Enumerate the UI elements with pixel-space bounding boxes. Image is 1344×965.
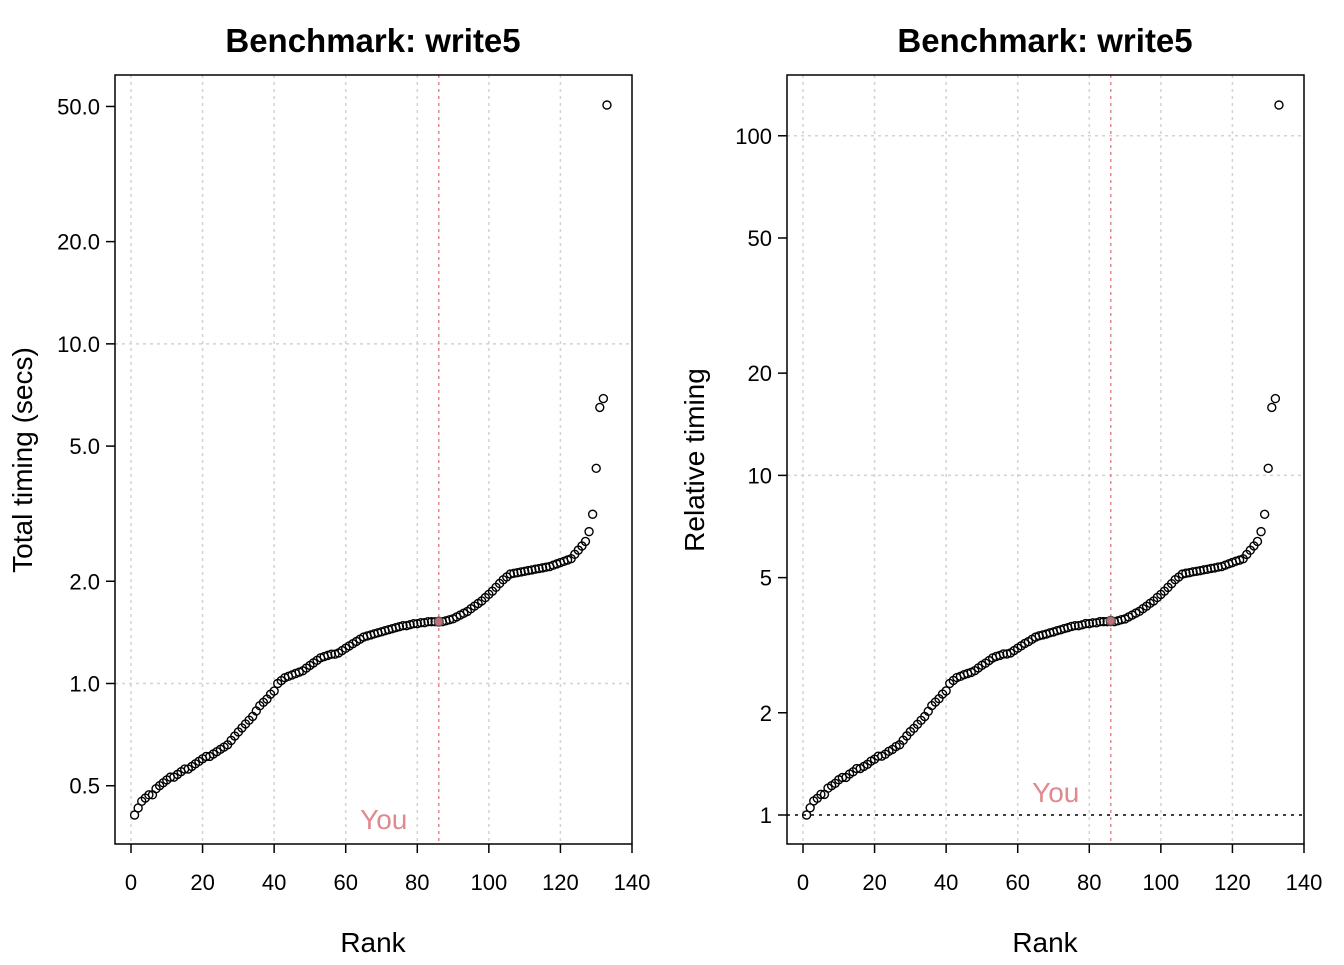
y-tick-label: 1.0 xyxy=(69,671,100,696)
data-point xyxy=(423,617,433,627)
chart-title: Benchmark: write5 xyxy=(225,22,520,59)
data-points xyxy=(801,100,1284,820)
chart-panel-total-timing: Benchmark: write5 0 20 40 60 80 100 120 140 0.5… xyxy=(7,22,650,958)
data-points xyxy=(129,100,612,820)
data-point xyxy=(1256,526,1266,537)
x-tick-label: 0 xyxy=(125,870,137,895)
plot-frame xyxy=(114,74,633,845)
data-point xyxy=(1274,100,1284,110)
you-data-point xyxy=(1105,615,1116,627)
y-tick-label: 20 xyxy=(748,361,772,386)
x-axis-label: Rank xyxy=(1012,927,1078,958)
y-axis-label: Relative timing xyxy=(679,368,710,552)
x-tick-label: 140 xyxy=(1286,870,1323,895)
data-point xyxy=(1070,620,1080,631)
x-tick-label: 120 xyxy=(542,870,579,895)
y-tick-label: 20.0 xyxy=(57,230,100,255)
data-point xyxy=(1088,618,1098,628)
y-tick-label: 2.0 xyxy=(69,569,100,594)
y-tick-label: 100 xyxy=(735,124,772,149)
x-tick-label: 60 xyxy=(333,870,357,895)
y-tick-label: 10.0 xyxy=(57,332,100,357)
x-tick-label: 120 xyxy=(1214,870,1251,895)
data-point xyxy=(1095,616,1105,627)
grid-lines xyxy=(787,75,1304,844)
x-tick-label: 40 xyxy=(262,870,286,895)
data-point xyxy=(1263,463,1273,474)
y-tick-label: 5.0 xyxy=(69,434,100,459)
data-point xyxy=(326,649,337,659)
x-axis-ticks: 0 20 40 60 80 100 120 140 xyxy=(797,844,1322,895)
data-point xyxy=(1270,393,1281,404)
x-axis-ticks: 0 20 40 60 80 100 120 140 xyxy=(125,844,650,895)
data-point xyxy=(584,526,594,537)
y-tick-label: 50.0 xyxy=(57,94,100,119)
data-point xyxy=(1081,618,1091,629)
data-point xyxy=(398,620,408,631)
data-point xyxy=(941,686,951,696)
x-tick-label: 40 xyxy=(934,870,958,895)
data-point xyxy=(998,649,1009,659)
plot-frame xyxy=(786,74,1305,845)
x-tick-label: 60 xyxy=(1005,870,1029,895)
data-point xyxy=(1267,402,1277,413)
y-tick-label: 1 xyxy=(760,803,772,828)
data-point xyxy=(816,789,826,800)
x-tick-label: 20 xyxy=(862,870,886,895)
data-point xyxy=(801,810,812,820)
x-tick-label: 100 xyxy=(470,870,507,895)
data-point xyxy=(144,790,154,800)
data-point xyxy=(580,536,591,547)
data-point xyxy=(1252,536,1263,547)
y-tick-label: 10 xyxy=(748,463,772,488)
x-tick-label: 100 xyxy=(1142,870,1179,895)
data-point xyxy=(587,509,598,519)
data-point xyxy=(1259,509,1270,520)
x-tick-label: 140 xyxy=(614,870,651,895)
data-point xyxy=(598,393,609,404)
x-axis-label: Rank xyxy=(340,927,406,958)
y-tick-label: 0.5 xyxy=(69,774,100,799)
x-tick-label: 80 xyxy=(405,870,429,895)
y-axis-label: Total timing (secs) xyxy=(7,347,38,573)
chart-panel-relative-timing: Benchmark: write5 0 20 40 60 80 100 120 140 1 2 5… xyxy=(679,22,1322,958)
data-point xyxy=(416,618,426,628)
data-point xyxy=(591,463,601,474)
data-point xyxy=(602,100,612,110)
y-tick-label: 2 xyxy=(760,701,772,726)
data-point xyxy=(269,686,279,696)
you-label: You xyxy=(1032,777,1079,808)
y-tick-label: 50 xyxy=(748,226,772,251)
x-tick-label: 0 xyxy=(797,870,809,895)
chart-title: Benchmark: write5 xyxy=(897,22,1192,59)
y-tick-label: 5 xyxy=(760,566,772,591)
data-point xyxy=(409,618,419,629)
data-point xyxy=(595,402,605,413)
x-tick-label: 80 xyxy=(1077,870,1101,895)
data-point xyxy=(1084,618,1094,629)
y-axis-ticks: 0.5 1.0 2.0 5.0 10.0 20.0 50.0 xyxy=(57,94,115,799)
data-point xyxy=(1066,621,1077,632)
grid-lines xyxy=(115,75,632,844)
you-data-point xyxy=(433,616,444,627)
x-tick-label: 20 xyxy=(190,870,214,895)
y-axis-ticks: 1 2 5 10 20 50 100 xyxy=(735,124,787,828)
data-point xyxy=(1188,567,1198,577)
you-label: You xyxy=(360,804,407,835)
